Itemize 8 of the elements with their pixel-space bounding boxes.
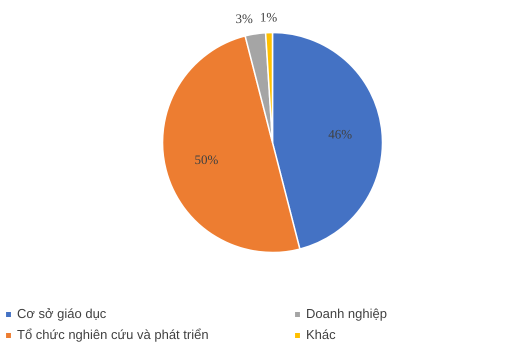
data-label: 46% [328,126,352,142]
data-label: 1% [260,10,278,25]
legend-label: Khác [306,327,337,342]
legend-label: Tổ chức nghiên cứu và phát triển [17,327,210,342]
legend-label: Doanh nghiệp [306,306,388,321]
legend-label: Cơ sở giáo dục [17,306,108,321]
data-label: 50% [194,152,219,167]
data-label: 3% [236,11,254,26]
